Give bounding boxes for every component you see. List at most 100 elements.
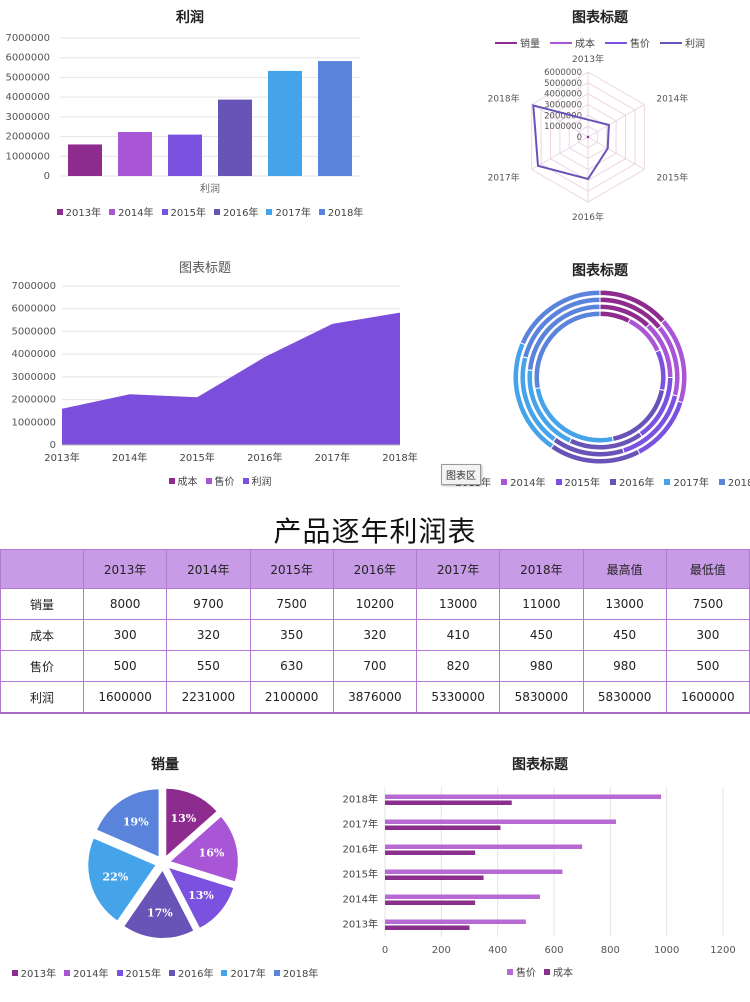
y-tick-label: 2016年 (343, 843, 378, 856)
y-tick-label: 2015年 (343, 868, 378, 881)
bar (118, 132, 152, 176)
y-tick-label: 2017年 (343, 818, 378, 831)
bar (385, 925, 470, 930)
profit-bar-svg: 0 1000000 2000000 3000000 4000000 5000000 6000… (5, 33, 360, 195)
table-cell: 320 (166, 619, 251, 651)
table-cell: 11000 (499, 588, 584, 620)
legend-item: 2014年 (64, 965, 109, 980)
legend-item: 2016年 (610, 474, 654, 489)
axis-label: 2017年 (488, 172, 520, 184)
doughnut-segment (519, 289, 601, 346)
table-row: 售价 500 550 630 700 820 980 980 500 (0, 650, 750, 682)
legend-item: 售价 (205, 473, 235, 488)
axis-label: 2014年 (656, 93, 688, 105)
table-row: 销量 8000 9700 7500 10200 13000 11000 1300… (0, 588, 750, 620)
legend-swatch (555, 478, 562, 485)
table-cell: 2100000 (249, 681, 334, 714)
legend-swatch (501, 478, 508, 485)
x-tick-label: 1000 (654, 945, 679, 956)
x-tick-label: 600 (544, 945, 563, 956)
price-cost-bar-chart[interactable]: 图表标题 0 200 400 600 800 1000 1200 2013年 2014年 2015… (330, 745, 750, 990)
legend-label: 2014年 (118, 208, 154, 219)
y-tick-label: 0 (44, 171, 50, 182)
legend-label: 2014年 (73, 969, 109, 980)
pie-svg: 13% 16% 13% 17% 22% 19% (88, 788, 238, 938)
legend-item: 成本 (544, 964, 573, 979)
header-cell: 最高值 (582, 549, 667, 589)
radar-spoke (531, 136, 589, 170)
legend-swatch (610, 478, 616, 485)
table-cell: 5830000 (582, 681, 667, 714)
y-tick-label: 5000000 (11, 326, 56, 337)
legend-label: 2017年 (275, 208, 311, 219)
bar (385, 825, 501, 830)
legend-item: 2015年 (161, 204, 206, 219)
header-cell: 2018年 (499, 549, 584, 589)
data-label: 13% (170, 812, 196, 825)
table-cell: 450 (582, 619, 667, 651)
legend-item: 2017年 (664, 474, 709, 489)
table-cell: 1600000 (665, 681, 750, 714)
legend-label: 2014年 (510, 478, 546, 489)
r-tick-label: 0 (577, 133, 582, 143)
legend-label: 2016年 (223, 208, 259, 219)
chart-title: 图表标题 (178, 261, 231, 276)
table-cell: 5330000 (415, 681, 501, 714)
x-tick-label: 0 (382, 945, 388, 956)
legend-swatch (495, 41, 517, 44)
legend-label: 2017年 (230, 969, 266, 980)
table-cell: 450 (499, 619, 584, 651)
y-tick-label: 2013年 (343, 918, 378, 931)
y-tick-label: 6000000 (11, 304, 56, 315)
bar (385, 900, 476, 905)
bar (385, 794, 662, 799)
legend-item: 2018年 (318, 204, 363, 219)
legend-swatch (664, 478, 671, 485)
legend-item: 2015年 (116, 965, 161, 980)
legend-item: 售价 (605, 35, 650, 50)
sales-pie-chart[interactable]: 销量 13% 16% 13% 17% 22% 19% 2013年 2014年 2015年 201… (0, 745, 330, 990)
legend-swatch (718, 478, 725, 485)
legend-label: 2018年 (727, 478, 750, 489)
chart-title: 图表标题 (572, 263, 628, 279)
x-tick-label: 400 (488, 945, 507, 956)
y-tick-label: 1000000 (11, 417, 56, 428)
y-tick-label: 4000000 (11, 349, 56, 360)
table-cell: 500 (82, 650, 168, 682)
table-cell: 980 (499, 650, 584, 682)
area-chart[interactable]: 图表标题 0 1000000 2000000 3000000 4000000 500000… (0, 250, 417, 490)
table-cell: 9700 (166, 588, 251, 620)
radar-chart[interactable]: 图表标题 销量 成本 售价 利润 2013年 2014年 2015年 2016年 2017年 2… (450, 0, 750, 230)
table-cell: 300 (665, 619, 750, 651)
bar (385, 850, 476, 855)
legend-swatch (266, 208, 273, 215)
legend-item: 2013年 (56, 204, 101, 219)
header-cell: 2014年 (166, 549, 251, 589)
table-header-row: 2013年 2014年 2015年 2016年 2017年 2018年 最高值 … (0, 549, 750, 589)
pie-slice (97, 789, 159, 857)
legend-label: 成本 (553, 968, 573, 979)
table-cell: 13000 (415, 588, 501, 620)
legend-label: 售价 (516, 968, 536, 979)
table-cell: 820 (415, 650, 501, 682)
table-cell: 8000 (82, 588, 168, 620)
bar (385, 894, 540, 899)
doughnut-svg (512, 289, 688, 465)
legend-swatch (318, 208, 325, 215)
header-cell: 2017年 (415, 549, 501, 589)
legend-label: 2017年 (673, 478, 709, 489)
legend-label: 2015年 (125, 969, 161, 980)
x-tick-label: 1200 (710, 945, 735, 956)
table-cell: 350 (249, 619, 334, 651)
legend-label: 利润 (685, 39, 705, 50)
table-cell: 7500 (665, 588, 750, 620)
profit-bar-chart[interactable]: 利润 0 1000000 2000000 3000000 4000000 5000000 6… (0, 0, 380, 230)
header-cell (0, 549, 84, 589)
legend-label: 2016年 (178, 969, 214, 980)
legend-item: 2018年 (273, 965, 319, 980)
legend-label: 2018年 (282, 969, 319, 980)
x-tick-label: 2013年 (44, 451, 79, 464)
legend-swatch (507, 968, 513, 975)
